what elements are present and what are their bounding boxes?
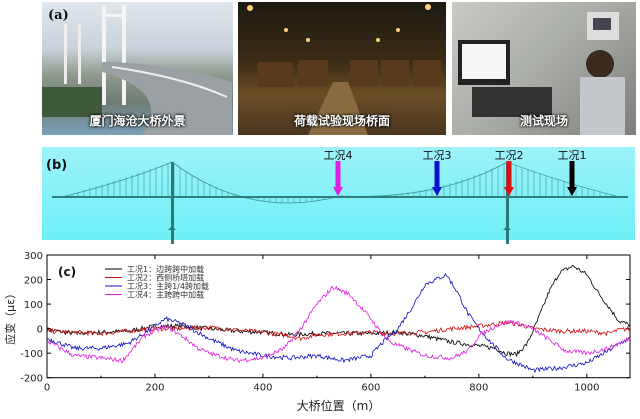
y-tick-label: 300 [24, 251, 43, 262]
tower-base-icon [168, 226, 176, 230]
y-tick-label: 200 [24, 276, 43, 287]
photo-caption: 测试现场 [519, 114, 568, 128]
legend-label: 工况1：边跨跨中加载 [127, 264, 204, 274]
photo-load-test-deck: 荷载试验现场桥面 [238, 2, 446, 135]
load-case-label: 工况3 [423, 149, 452, 162]
photo-caption: 厦门海沧大桥外景 [89, 114, 186, 128]
panel-c-label: (c) [58, 265, 76, 279]
x-tick-label: 1000 [574, 383, 599, 394]
panel-b-label: (b) [46, 158, 67, 173]
legend-label: 工况2：西侧桥塔加载 [127, 273, 204, 283]
x-tick-label: 400 [253, 383, 272, 394]
deck-photo-drawing [247, 4, 441, 135]
load-case-arrow [333, 161, 343, 196]
west-tower [171, 162, 174, 244]
y-tick-label: 100 [24, 300, 43, 311]
east-tower [506, 162, 509, 244]
load-case-arrow [432, 161, 442, 196]
photo-caption: 荷载试验现场桥面 [293, 114, 390, 128]
load-case-arrow [567, 161, 577, 196]
series-line-1 [46, 264, 631, 358]
load-case-label: 工况4 [324, 149, 353, 162]
y-tick-label: 0 [37, 325, 43, 336]
series-line-4 [46, 285, 631, 364]
y-tick-label: -200 [20, 374, 43, 385]
x-axis-label: 大桥位置（m） [297, 398, 381, 413]
load-case-arrow [504, 161, 514, 196]
bridge-load-case-diagram: (b) 工况4 工况3 工况2 工况1 [42, 147, 635, 244]
plot-area [46, 254, 631, 379]
x-tick-label: 800 [469, 383, 488, 394]
tower-base-icon [503, 226, 511, 230]
test-site-photo-drawing [458, 12, 625, 135]
legend-label: 工况4：主跨跨中加载 [127, 290, 204, 300]
x-tick-label: 600 [361, 383, 380, 394]
y-axis-label: 应变（με） [3, 288, 17, 345]
load-case-label: 工况2 [495, 149, 524, 162]
legend-label: 工况3：主跨1/4跨加载 [127, 281, 209, 291]
x-tick-label: 0 [44, 383, 50, 394]
x-tick-label: 200 [145, 383, 164, 394]
bridge-photo-drawing [42, 5, 232, 135]
panel-a-label: (a) [48, 8, 69, 23]
strain-chart: 0 200 400 600 800 1000 -200 -100 0 100 200 300 大桥位置（… [3, 251, 631, 413]
y-tick-label: -100 [20, 349, 43, 360]
photo-test-site: 测试现场 [452, 2, 636, 135]
photo-bridge-exterior: (a) 厦门海沧大桥外景 [42, 2, 233, 135]
series-line-2 [46, 319, 631, 342]
load-case-label: 工况1 [558, 149, 587, 162]
